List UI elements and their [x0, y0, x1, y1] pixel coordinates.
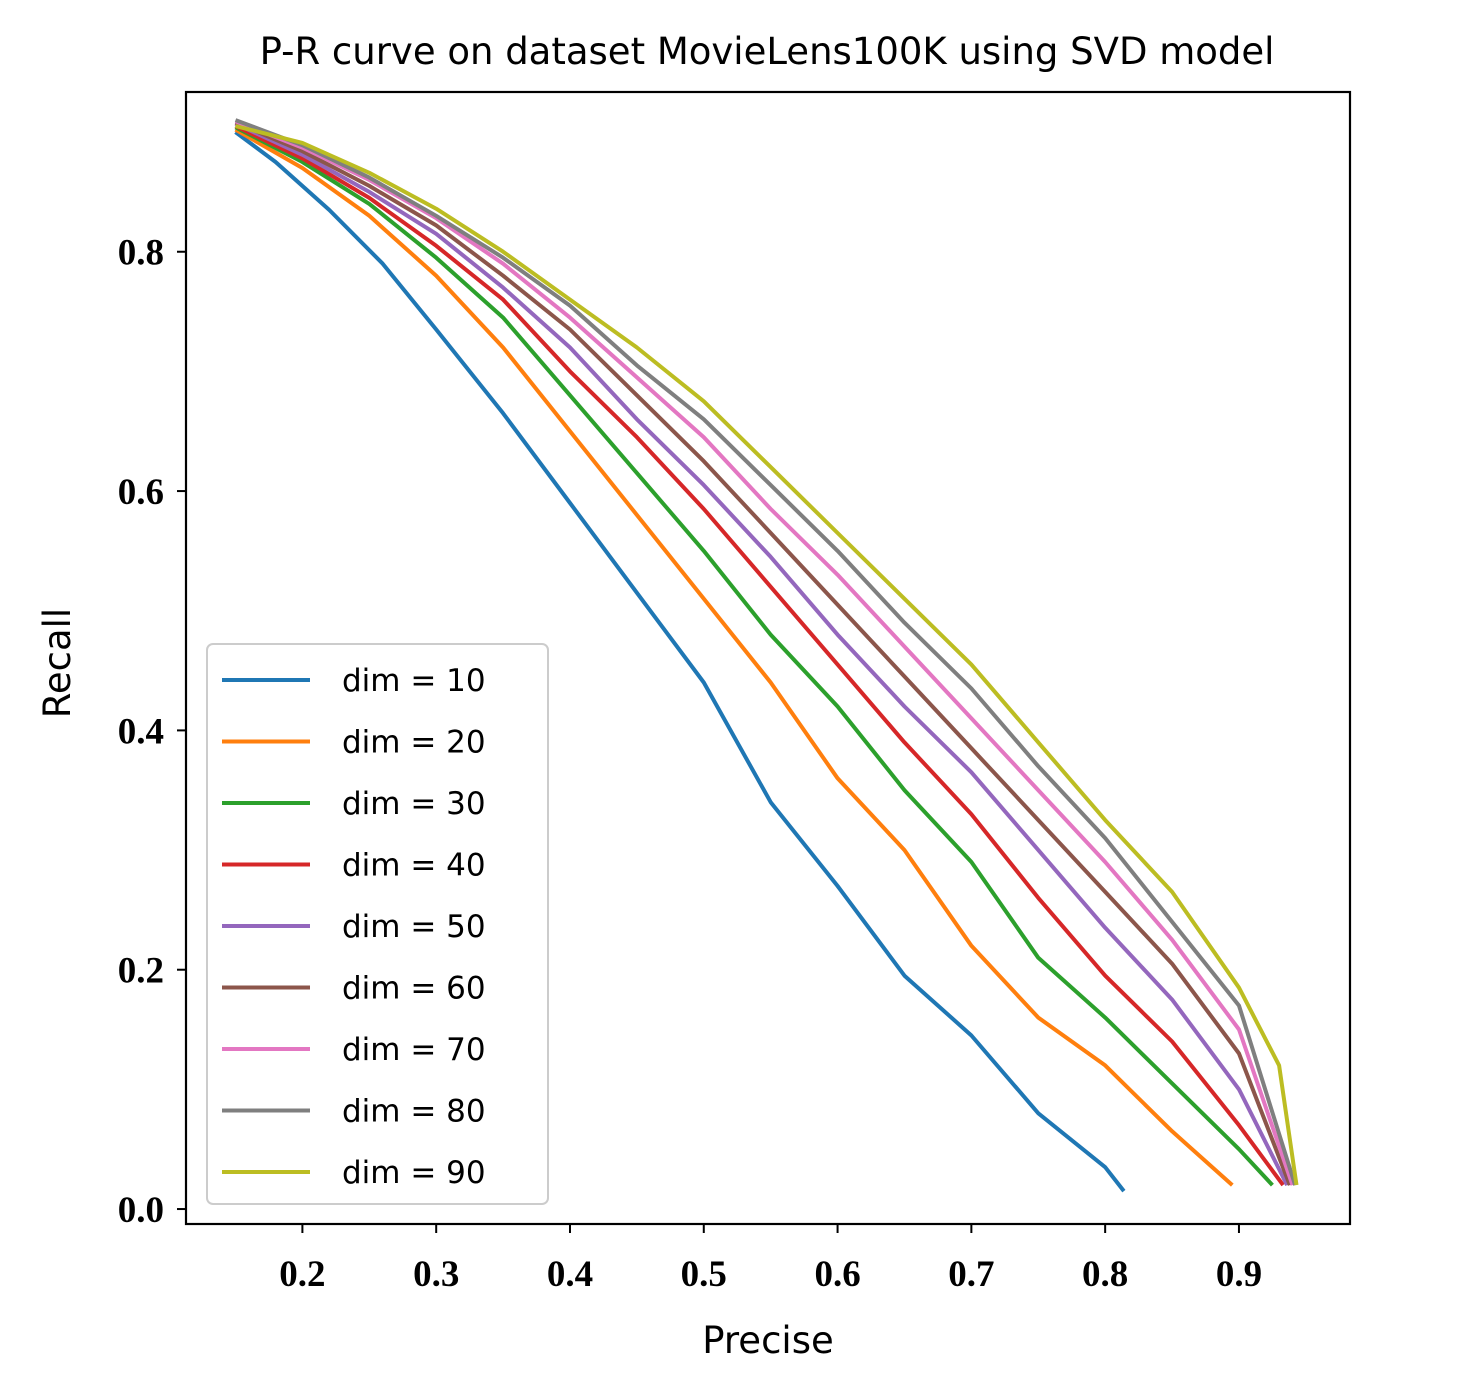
y-tick-label: 0.4: [118, 711, 164, 752]
series-line-dim-50: [234, 121, 1289, 1186]
chart-title: P-R curve on dataset MovieLens100K using…: [260, 30, 1275, 73]
x-tick-label: 0.3: [413, 1254, 459, 1295]
x-tick-label: 0.4: [547, 1254, 593, 1295]
axis-ticks: 0.2 0.3 0.4 0.5 0.6 0.7 0.8 0.9 0.0 0.2 0.4 0.6 0.8: [118, 233, 1262, 1295]
series-line-dim-30: [234, 125, 1274, 1187]
series-line-dim-80: [234, 118, 1298, 1186]
axes-frame: [184, 90, 1352, 1226]
series-line-dim-60: [234, 120, 1292, 1186]
legend-label: dim = 60: [342, 971, 486, 1007]
series-line-dim-90: [235, 124, 1299, 1186]
y-tick-label: 0.2: [118, 951, 164, 992]
x-tick-label: 0.9: [1216, 1254, 1262, 1295]
y-tick-label: 0.6: [118, 472, 164, 513]
legend-label: dim = 40: [342, 848, 486, 884]
legend-label: dim = 70: [342, 1032, 486, 1068]
legend-label: dim = 80: [342, 1094, 486, 1130]
series-line-dim-70: [234, 119, 1295, 1186]
series-line-dim-10: [234, 130, 1126, 1193]
x-tick-label: 0.7: [948, 1254, 994, 1295]
x-tick-label: 0.8: [1082, 1254, 1128, 1295]
x-axis-label: Precise: [702, 1319, 834, 1362]
x-tick-label: 0.6: [814, 1254, 860, 1295]
y-tick-label: 0.0: [118, 1190, 164, 1231]
x-tick-label: 0.5: [681, 1254, 727, 1295]
x-tick-label: 0.2: [279, 1254, 325, 1295]
series-line-dim-40: [234, 124, 1285, 1187]
legend: dim = 10 dim = 20 dim = 30 dim = 40 dim = 50…: [206, 643, 549, 1205]
legend-label: dim = 90: [342, 1155, 486, 1191]
plot-area: [234, 118, 1299, 1193]
legend-box: [206, 643, 549, 1205]
y-tick-label: 0.8: [118, 233, 164, 274]
series-line-dim-20: [234, 127, 1234, 1187]
legend-label: dim = 20: [342, 725, 486, 761]
legend-label: dim = 50: [342, 909, 486, 945]
legend-label: dim = 10: [342, 663, 486, 699]
y-axis-label: Recall: [36, 608, 79, 718]
legend-label: dim = 30: [342, 786, 486, 822]
